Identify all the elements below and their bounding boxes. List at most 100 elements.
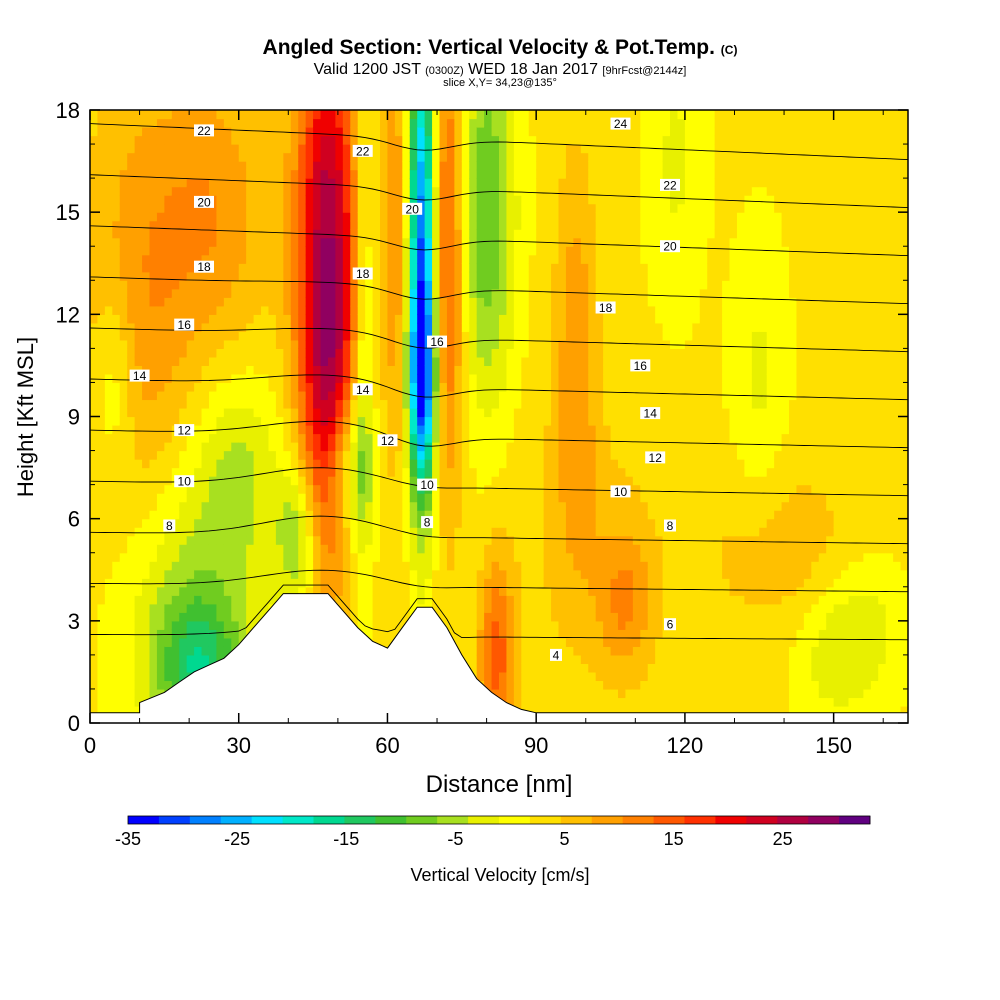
velocity-cell — [171, 203, 180, 213]
velocity-cell — [171, 527, 180, 537]
velocity-cell — [342, 356, 351, 367]
velocity-cell — [499, 425, 508, 435]
velocity-cell — [439, 288, 448, 298]
velocity-cell — [208, 603, 218, 613]
velocity-cell — [194, 152, 203, 162]
velocity-cell — [149, 493, 158, 503]
velocity-cell — [246, 425, 255, 435]
velocity-cell — [365, 186, 374, 196]
velocity-cell — [142, 535, 151, 545]
velocity-cell — [223, 390, 232, 401]
velocity-cell — [588, 450, 597, 460]
velocity-cell — [476, 212, 485, 222]
velocity-cell — [558, 620, 567, 630]
velocity-cell — [104, 339, 113, 349]
velocity-cell — [372, 493, 381, 503]
velocity-cell — [112, 373, 121, 384]
velocity-cell — [491, 629, 500, 639]
velocity-cell — [142, 399, 151, 409]
velocity-cell — [268, 442, 277, 452]
velocity-cell — [216, 331, 225, 341]
velocity-cell — [372, 399, 381, 409]
velocity-cell — [208, 501, 218, 511]
velocity-cell — [216, 501, 225, 511]
velocity-cell — [402, 110, 411, 120]
velocity-cell — [156, 331, 165, 341]
velocity-cell — [551, 510, 560, 520]
velocity-cell — [231, 246, 240, 256]
velocity-cell — [275, 399, 284, 409]
velocity-cell — [231, 399, 240, 409]
velocity-cell — [342, 501, 351, 511]
velocity-cell — [119, 552, 128, 562]
velocity-cell — [372, 254, 381, 264]
velocity-cell — [580, 688, 589, 699]
velocity-cell — [290, 271, 299, 281]
velocity-cell — [335, 152, 344, 162]
velocity-cell — [90, 365, 99, 375]
velocity-cell — [216, 152, 225, 162]
velocity-cell — [506, 442, 515, 452]
velocity-cell — [461, 348, 470, 358]
velocity-cell — [179, 407, 188, 418]
velocity-cell — [491, 612, 500, 622]
velocity-cell — [134, 288, 143, 298]
velocity-cell — [491, 390, 500, 401]
velocity-cell — [320, 433, 329, 443]
velocity-cell — [327, 305, 336, 315]
velocity-cell — [134, 212, 143, 222]
velocity-cell — [156, 425, 165, 435]
velocity-cell — [164, 399, 173, 409]
velocity-cell — [558, 399, 567, 409]
velocity-cell — [253, 161, 262, 171]
velocity-cell — [261, 476, 270, 486]
velocity-cell — [573, 433, 582, 443]
velocity-cell — [171, 569, 180, 579]
velocity-cell — [588, 637, 597, 647]
velocity-cell — [223, 237, 232, 247]
velocity-cell — [216, 169, 225, 179]
velocity-cell — [290, 476, 299, 486]
velocity-cell — [342, 544, 351, 554]
velocity-cell — [186, 229, 195, 239]
velocity-cell — [573, 501, 582, 511]
velocity-cell — [551, 688, 560, 699]
velocity-cell — [246, 186, 255, 196]
velocity-cell — [603, 671, 612, 682]
velocity-cell — [573, 322, 582, 332]
velocity-cell — [194, 246, 203, 256]
velocity-cell — [156, 620, 165, 630]
velocity-cell — [491, 297, 500, 307]
velocity-cell — [104, 390, 113, 401]
velocity-cell — [327, 246, 336, 256]
velocity-cell — [97, 280, 106, 290]
velocity-cell — [156, 535, 165, 545]
velocity-cell — [417, 569, 426, 579]
velocity-cell — [439, 229, 448, 239]
velocity-cell — [476, 603, 485, 613]
velocity-cell — [171, 331, 180, 341]
velocity-cell — [335, 288, 344, 298]
velocity-cell — [298, 510, 307, 520]
velocity-cell — [454, 425, 463, 435]
velocity-cell — [536, 544, 545, 554]
velocity-cell — [469, 629, 478, 639]
velocity-cell — [216, 552, 225, 562]
velocity-cell — [394, 373, 403, 384]
velocity-cell — [387, 620, 396, 630]
velocity-cell — [142, 271, 151, 281]
velocity-cell — [119, 263, 128, 273]
velocity-cell — [97, 246, 106, 256]
velocity-cell — [603, 612, 612, 622]
velocity-cell — [246, 390, 255, 401]
velocity-cell — [223, 399, 232, 409]
velocity-cell — [365, 399, 374, 409]
velocity-cell — [171, 459, 180, 469]
velocity-cell — [573, 356, 582, 367]
velocity-cell — [439, 186, 448, 196]
velocity-cell — [350, 212, 359, 222]
velocity-cell — [179, 612, 188, 622]
velocity-cell — [528, 254, 537, 264]
velocity-cell — [580, 535, 589, 545]
